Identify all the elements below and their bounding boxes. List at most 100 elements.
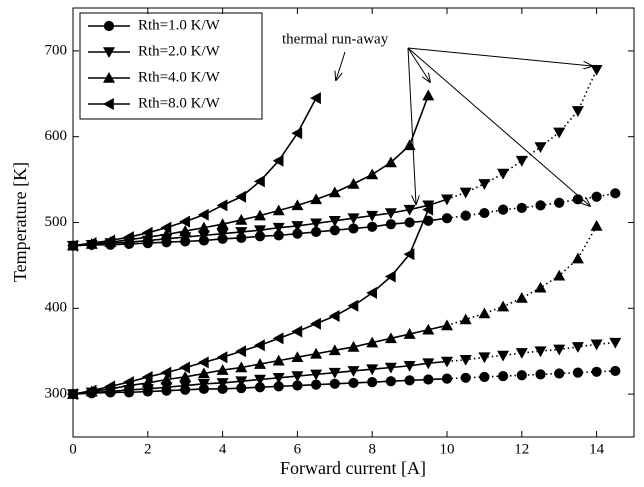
marker xyxy=(291,199,304,211)
marker xyxy=(328,367,341,379)
legend-label: Rth=1.0 K/W xyxy=(138,17,221,33)
marker xyxy=(160,221,172,234)
marker xyxy=(272,222,285,234)
marker xyxy=(554,197,565,208)
marker xyxy=(310,218,323,230)
marker xyxy=(516,202,527,214)
legend-label: Rth=4.0 K/W xyxy=(138,69,221,85)
marker xyxy=(441,373,453,384)
marker xyxy=(179,361,190,374)
marker xyxy=(328,186,341,198)
marker xyxy=(347,366,360,377)
marker xyxy=(384,208,397,220)
marker xyxy=(497,168,510,180)
marker xyxy=(384,156,397,168)
marker xyxy=(254,209,266,221)
dotted-line xyxy=(446,341,616,363)
marker xyxy=(367,221,378,232)
marker xyxy=(329,378,340,389)
arrow xyxy=(407,47,592,66)
marker xyxy=(571,106,584,117)
marker xyxy=(273,381,284,392)
x-tick-label: 8 xyxy=(368,441,376,457)
marker xyxy=(515,155,528,167)
marker xyxy=(366,364,379,376)
dotted-line xyxy=(446,69,598,201)
marker xyxy=(422,323,435,335)
dotted-line xyxy=(446,370,616,380)
marker xyxy=(347,299,359,312)
arrow xyxy=(407,47,590,206)
marker xyxy=(422,89,435,101)
marker xyxy=(291,325,303,338)
marker xyxy=(422,358,435,370)
marker xyxy=(367,376,378,388)
marker xyxy=(572,194,584,205)
marker xyxy=(590,219,603,231)
marker xyxy=(197,367,210,379)
marker xyxy=(423,215,434,226)
marker xyxy=(197,230,210,242)
legend-label: Rth=8.0 K/W xyxy=(138,95,221,111)
x-tick-label: 0 xyxy=(69,441,77,457)
marker xyxy=(478,179,491,190)
marker xyxy=(441,356,453,368)
marker xyxy=(254,382,266,393)
dotted-line xyxy=(446,225,598,327)
marker xyxy=(328,344,341,356)
marker xyxy=(403,360,416,372)
marker xyxy=(535,200,546,211)
marker xyxy=(254,231,266,242)
marker xyxy=(460,372,471,383)
marker xyxy=(348,223,359,234)
marker xyxy=(459,187,472,199)
marker xyxy=(460,210,471,221)
marker xyxy=(590,339,603,351)
legend-marker xyxy=(103,72,115,83)
marker xyxy=(291,221,304,232)
marker xyxy=(366,168,379,180)
marker xyxy=(459,313,472,325)
marker xyxy=(403,139,416,151)
marker xyxy=(459,354,472,366)
marker xyxy=(478,307,491,319)
marker xyxy=(609,337,622,349)
x-tick-label: 6 xyxy=(294,441,302,457)
marker xyxy=(310,317,321,330)
marker xyxy=(160,228,173,240)
marker xyxy=(291,127,303,140)
marker xyxy=(254,175,265,188)
marker xyxy=(311,379,322,390)
marker xyxy=(235,361,248,373)
legend-marker xyxy=(103,20,115,32)
marker xyxy=(179,215,190,228)
arrow xyxy=(336,51,346,80)
marker xyxy=(310,193,323,205)
marker xyxy=(292,380,303,391)
marker xyxy=(160,373,173,385)
marker xyxy=(216,218,229,230)
x-tick-label: 12 xyxy=(514,441,529,457)
marker xyxy=(610,188,621,199)
marker xyxy=(310,347,323,359)
marker xyxy=(197,379,210,390)
marker xyxy=(292,228,303,239)
marker xyxy=(272,372,285,384)
arrow xyxy=(407,47,416,204)
marker xyxy=(385,219,396,230)
marker xyxy=(366,336,379,348)
marker xyxy=(311,226,322,238)
marker xyxy=(235,227,248,238)
marker xyxy=(254,225,266,237)
marker xyxy=(591,366,602,377)
marker xyxy=(236,232,247,244)
marker xyxy=(423,374,434,385)
marker xyxy=(310,369,323,381)
marker xyxy=(160,366,172,379)
marker xyxy=(85,237,97,250)
legend-marker xyxy=(103,98,114,110)
y-tick-label: 400 xyxy=(45,300,68,316)
marker xyxy=(347,340,360,352)
marker xyxy=(403,248,415,261)
